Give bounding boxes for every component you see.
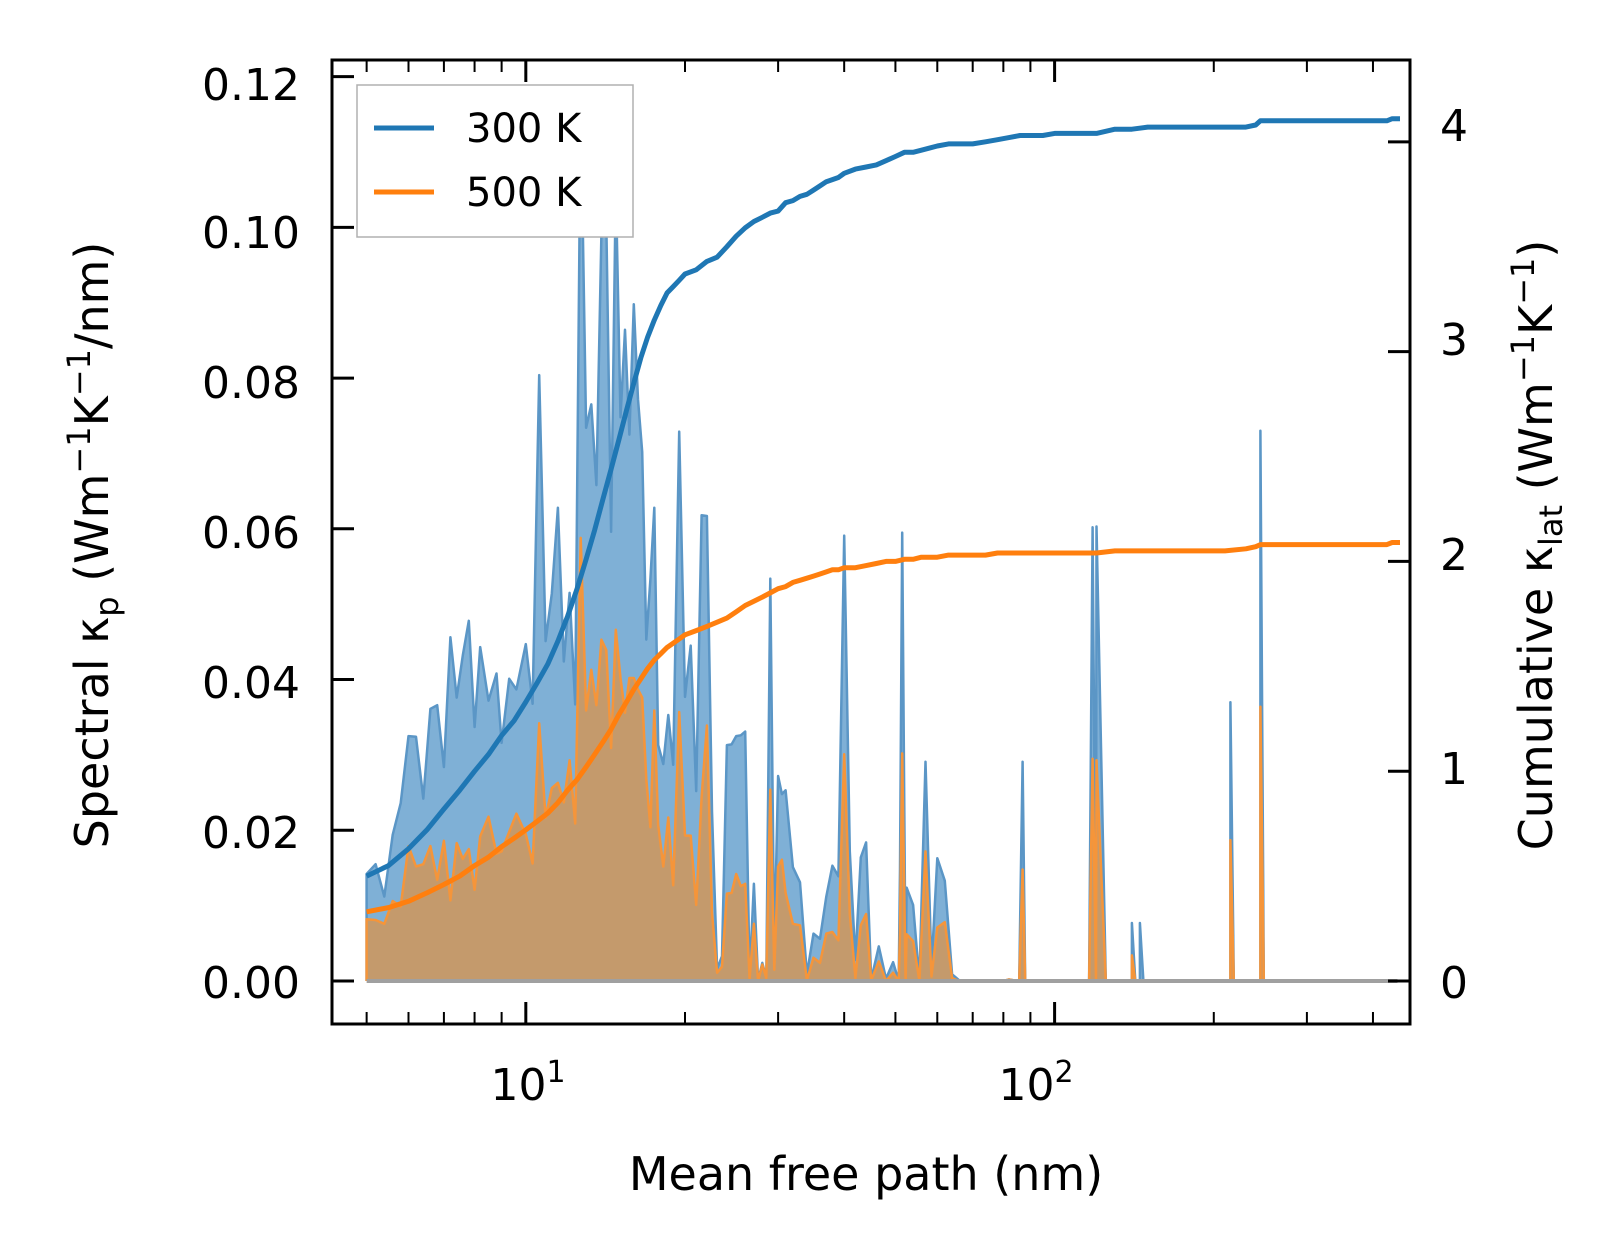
cumulative-300k-line xyxy=(365,116,1400,879)
spectral-areas xyxy=(365,100,1398,984)
plot-frame xyxy=(330,58,1412,1026)
x-tick-label-100: 102 xyxy=(998,1055,1073,1111)
left-tick-labels: 0.00 0.02 0.04 0.06 0.08 0.10 0.12 xyxy=(202,60,300,1009)
y-left-tick-label: 0.00 xyxy=(202,958,300,1009)
y-left-tick-label: 0.12 xyxy=(202,60,300,111)
right-tick-labels: 0 1 2 3 4 xyxy=(1440,101,1468,1009)
y-right-tick-label: 2 xyxy=(1440,530,1468,581)
legend-box xyxy=(356,84,634,238)
legend: 300 K 500 K xyxy=(356,84,634,238)
x-tick-label-10: 101 xyxy=(490,1055,565,1111)
y-left-tick-label: 0.02 xyxy=(202,808,300,859)
y-right-tick-label: 3 xyxy=(1440,315,1468,366)
legend-label-300k: 300 K xyxy=(466,106,583,152)
spectral-500k-area xyxy=(365,536,1373,983)
cumulative-500k-line xyxy=(366,540,1400,915)
y-axis-label-right: Cumulative κlat (Wm−1K−1) xyxy=(1504,240,1570,851)
y-left-tick-label: 0.10 xyxy=(202,208,300,259)
cumulative-lines xyxy=(365,116,1400,915)
y-axis-label-left: Spectral κp (Wm−1K−1/nm) xyxy=(60,242,126,849)
axis-ticks xyxy=(332,60,1410,1024)
x-axis-label: Mean free path (nm) xyxy=(629,1147,1103,1201)
y-right-tick-label: 0 xyxy=(1440,958,1468,1009)
y-left-tick-label: 0.08 xyxy=(202,358,300,409)
y-left-tick-label: 0.04 xyxy=(202,658,300,709)
y-right-tick-label: 4 xyxy=(1440,101,1468,152)
y-right-tick-label: 1 xyxy=(1440,744,1468,795)
legend-label-500k: 500 K xyxy=(466,170,583,216)
y-left-tick-label: 0.06 xyxy=(202,508,300,559)
